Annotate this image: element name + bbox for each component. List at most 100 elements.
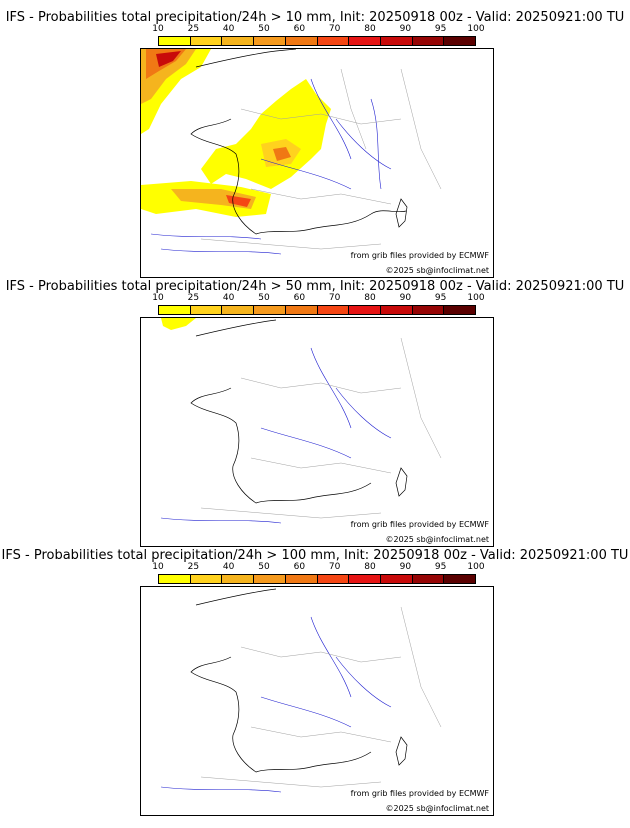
colorbar-swatch — [444, 306, 476, 314]
colorbar-swatch — [222, 37, 255, 45]
colorbar-swatch — [254, 37, 286, 45]
colorbar-swatch — [412, 575, 445, 583]
colorbar-tick-label: 60 — [293, 562, 306, 572]
admin-borders — [200, 68, 442, 250]
colorbar-tick-label: 70 — [328, 562, 341, 572]
precip-area-channel-peak — [156, 51, 181, 67]
river-network — [160, 616, 392, 793]
colorbar-swatch — [349, 575, 381, 583]
colorbar-tick-label: 40 — [222, 293, 235, 303]
colorbar-tick-label: 95 — [434, 24, 447, 34]
colorbar-tick-label: 80 — [364, 562, 376, 572]
colorbar-tick-label: 100 — [467, 562, 485, 572]
colorbar-tick-label: 40 — [222, 562, 235, 572]
panel-2-title: IFS - Probabilities total precipitation/… — [5, 279, 625, 294]
admin-borders — [200, 337, 442, 519]
admin-borders — [200, 606, 442, 788]
colorbar-swatch — [222, 575, 255, 583]
colorbar-swatch — [254, 306, 286, 314]
credit-copyright: ©2025 sb@infoclimat.net — [385, 266, 490, 275]
colorbar-swatch — [159, 306, 191, 314]
colorbar-swatch — [254, 575, 286, 583]
precip-area-southwest-core — [226, 195, 251, 207]
colorbar-tick-label: 95 — [434, 293, 447, 303]
river-network — [150, 78, 392, 255]
colorbar-swatch — [190, 37, 223, 45]
colorbar-swatch — [317, 37, 350, 45]
river-network — [160, 347, 392, 524]
precip-area-france — [201, 79, 331, 189]
colorbar-swatch — [285, 575, 318, 583]
coastline-corsica — [395, 198, 408, 228]
colorbar-legend: 10 25 40 50 60 70 80 90 95 100 — [152, 24, 485, 48]
coastline-corsica — [395, 467, 408, 497]
panel-1-title: IFS - Probabilities total precipitation/… — [5, 10, 625, 25]
colorbar-tick-label: 60 — [293, 24, 306, 34]
colorbar-swatch — [159, 575, 191, 583]
precip-map-50mm — [160, 318, 442, 524]
map-panel-100mm: from grib files provided by ECMWF ©2025 … — [140, 586, 494, 816]
precip-map-100mm — [160, 588, 442, 793]
colorbar-ticks: 10 25 40 50 60 70 80 90 95 100 — [152, 24, 484, 35]
colorbar-swatch — [222, 306, 255, 314]
colorbar-ticks: 10 25 40 50 60 70 80 90 95 100 — [152, 293, 484, 304]
colorbar-swatch — [380, 37, 413, 45]
colorbar-tick-label: 100 — [467, 293, 485, 303]
colorbar-swatch — [380, 306, 413, 314]
colorbar-tick-label: 80 — [364, 24, 376, 34]
credit-source: from grib files provided by ECMWF — [350, 520, 489, 529]
colorbar-swatches — [158, 305, 476, 315]
colorbar-swatch — [444, 37, 476, 45]
colorbar-swatch — [285, 37, 318, 45]
credit-copyright: ©2025 sb@infoclimat.net — [385, 535, 490, 544]
colorbar-swatch — [444, 575, 476, 583]
colorbar-tick-label: 90 — [399, 293, 412, 303]
precip-area-france-core — [273, 147, 291, 161]
coastline — [190, 319, 372, 504]
colorbar-tick-label: 50 — [258, 24, 270, 34]
colorbar-legend: 10 25 40 50 60 70 80 90 95 100 — [152, 562, 485, 586]
colorbar-swatch — [285, 306, 318, 314]
colorbar-tick-label: 25 — [187, 562, 200, 572]
colorbar-tick-label: 25 — [187, 293, 200, 303]
colorbar-swatch — [190, 306, 223, 314]
colorbar-swatch — [159, 37, 191, 45]
colorbar-tick-label: 90 — [399, 562, 412, 572]
colorbar-tick-label: 10 — [152, 24, 164, 34]
coastline — [190, 49, 407, 235]
credit-source: from grib files provided by ECMWF — [350, 251, 489, 260]
colorbar-tick-label: 70 — [328, 24, 341, 34]
colorbar-tick-label: 80 — [364, 293, 376, 303]
colorbar-tick-label: 60 — [293, 293, 306, 303]
colorbar-tick-label: 90 — [399, 24, 412, 34]
colorbar-ticks: 10 25 40 50 60 70 80 90 95 100 — [152, 562, 484, 573]
credit-source: from grib files provided by ECMWF — [350, 789, 489, 798]
colorbar-swatches — [158, 36, 476, 46]
colorbar-tick-label: 10 — [152, 293, 164, 303]
precip-map-10mm — [141, 49, 442, 255]
map-panel-10mm: from grib files provided by ECMWF ©2025 … — [140, 48, 494, 278]
colorbar-tick-label: 50 — [258, 562, 270, 572]
precip-area-channel — [161, 318, 196, 330]
colorbar-tick-label: 95 — [434, 562, 447, 572]
colorbar-swatch — [412, 306, 445, 314]
coastline-corsica — [395, 736, 408, 766]
colorbar-swatch — [349, 37, 381, 45]
colorbar-swatch — [349, 306, 381, 314]
credit-copyright: ©2025 sb@infoclimat.net — [385, 804, 490, 813]
colorbar-swatch — [380, 575, 413, 583]
colorbar-tick-label: 10 — [152, 562, 164, 572]
colorbar-swatch — [412, 37, 445, 45]
colorbar-tick-label: 40 — [222, 24, 235, 34]
colorbar-tick-label: 25 — [187, 24, 200, 34]
panel-3-title: IFS - Probabilities total precipitation/… — [1, 548, 629, 563]
colorbar-swatch — [317, 575, 350, 583]
colorbar-tick-label: 70 — [328, 293, 341, 303]
map-panel-50mm: from grib files provided by ECMWF ©2025 … — [140, 317, 494, 547]
colorbar-tick-label: 100 — [467, 24, 485, 34]
colorbar-swatches — [158, 574, 476, 584]
colorbar-tick-label: 50 — [258, 293, 270, 303]
colorbar-swatch — [190, 575, 223, 583]
colorbar-swatch — [317, 306, 350, 314]
colorbar-legend: 10 25 40 50 60 70 80 90 95 100 — [152, 293, 485, 317]
